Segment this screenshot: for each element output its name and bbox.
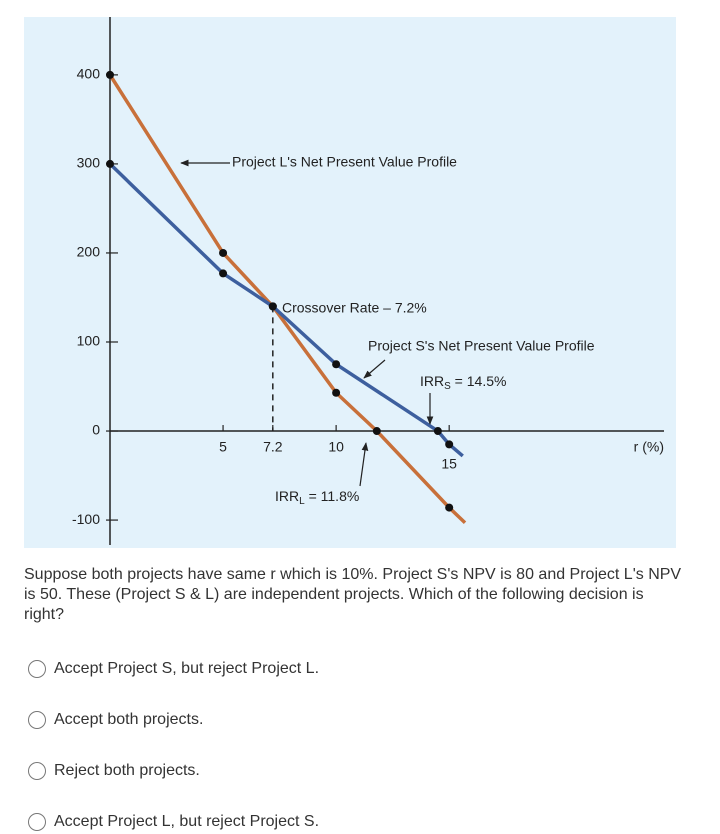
arrow (359, 442, 369, 487)
radio-button[interactable] (28, 762, 46, 780)
annotation-sub: S (444, 381, 451, 392)
arrow (363, 359, 386, 379)
plot: r (%) -100 0 100 200 300 400 5 7.2 10 15 (72, 17, 664, 545)
radio-button[interactable] (28, 660, 46, 678)
annotation: IRRS = 14.5% (420, 373, 506, 392)
question: Suppose both projects have same r which … (24, 566, 682, 623)
option[interactable]: Accept Project S, but reject Project L. (28, 657, 319, 681)
chart: r (%) -100 0 100 200 300 400 5 7.2 10 15 Project L… (24, 17, 676, 548)
chart-background (24, 17, 676, 548)
option-text: Accept Project S, but reject Project L. (54, 660, 320, 677)
annotation-sub: L (299, 496, 305, 507)
radio-button[interactable] (28, 813, 46, 831)
x-tick-label: 5 (219, 439, 227, 455)
x-tick-label: 15 (441, 456, 457, 472)
annotation: IRRL = 11.8% (275, 488, 359, 507)
point (219, 269, 228, 278)
radio-button[interactable] (28, 711, 46, 729)
option[interactable]: Reject both projects. (28, 759, 200, 783)
y-tick-label: 0 (92, 422, 100, 438)
option-text: Accept Project L, but reject Project S. (54, 813, 320, 830)
series-label: Project S's Net Present Value Profile (368, 338, 595, 354)
point (445, 503, 454, 512)
annotation-text: IRR (275, 488, 299, 504)
option-text: Reject both projects. (54, 762, 200, 779)
y-tick-label: 100 (77, 333, 101, 349)
option-text: Accept both projects. (54, 711, 204, 728)
annotation-text: = 11.8% (305, 488, 360, 504)
y-tick-label: 400 (77, 66, 101, 82)
y-tick-label: -100 (72, 511, 100, 527)
point (372, 427, 381, 436)
annotation-text: = 14.5% (451, 373, 507, 389)
x-tick-label: 10 (328, 439, 344, 455)
annotation: Crossover Rate – 7.2% (282, 300, 427, 316)
point (332, 388, 341, 397)
x-axis-label: r (%) (634, 439, 664, 455)
option[interactable]: Accept both projects. (28, 708, 203, 732)
point (433, 427, 442, 436)
point (106, 70, 114, 79)
annotation-text: IRR (420, 373, 444, 389)
point (332, 360, 341, 369)
y-tick-label: 200 (77, 244, 101, 260)
x-tick-label: 7.2 (263, 439, 283, 455)
option[interactable]: Accept Project L, but reject Project S. (28, 810, 319, 834)
point (268, 302, 277, 311)
series-label: Project L's Net Present Value Profile (232, 154, 457, 170)
point (219, 248, 228, 257)
point (106, 159, 114, 168)
y-tick-label: 300 (77, 155, 101, 171)
point (445, 440, 454, 449)
